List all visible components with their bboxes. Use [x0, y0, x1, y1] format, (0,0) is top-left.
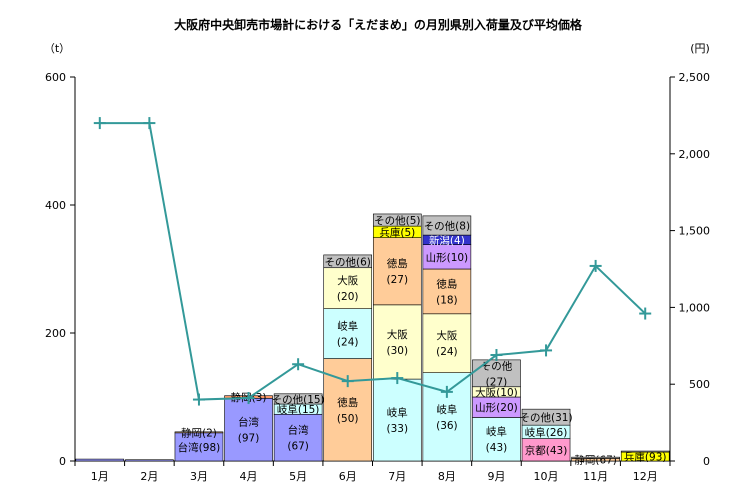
bar-segment — [273, 413, 323, 462]
bar-segment-label: (24) — [436, 346, 458, 358]
y-right-unit: (円) — [690, 42, 710, 55]
bar-segment-label: (24) — [337, 337, 359, 349]
bar-segment — [422, 268, 472, 315]
bar-segment-label: 岐阜(15) — [277, 403, 320, 416]
bar-segment-label: 大阪 — [436, 329, 457, 342]
x-tick-label: 12月 — [633, 470, 658, 483]
bar-segment-label: (20) — [337, 291, 359, 303]
bar-segment-label: (18) — [436, 294, 458, 306]
bar-segment-label: その他(15) — [272, 393, 325, 406]
y-right-tick-label: 0 — [703, 455, 710, 468]
bar-segment — [422, 244, 472, 270]
bar-segment — [323, 358, 373, 462]
bar-segment — [323, 308, 373, 359]
bar-segment-label: 岐阜(26) — [525, 426, 568, 439]
bar-segment — [472, 359, 521, 388]
bar-segment-label: 大阪 — [337, 274, 358, 287]
bar-segment-label: 静岡(67) — [574, 454, 617, 467]
bar-segment-label: 大阪(10) — [475, 386, 518, 399]
bar-segment-label: 静岡(2) — [181, 427, 217, 440]
bar-segment-label: 兵庫(5) — [379, 226, 415, 239]
bar-segment-label: (97) — [238, 433, 260, 445]
bar-segment-label: 山形(10) — [426, 252, 469, 264]
bar-segment — [174, 432, 224, 462]
bar-segment — [372, 237, 422, 306]
bar-segment-label: その他 — [481, 359, 513, 372]
bar-segment-label: 台湾 — [288, 424, 309, 437]
bar-segment — [75, 458, 125, 462]
bar-segment-label: (27) — [486, 376, 508, 388]
bar-segment-label: (36) — [436, 420, 458, 432]
bar-segment-label: 台湾(98) — [178, 441, 221, 454]
y-left-unit: （t） — [44, 42, 70, 55]
bar-segment — [422, 215, 472, 236]
bar-segment-label: 台湾 — [238, 416, 259, 429]
plot-area: 0 200 400 600 0 500 1,000 1,500 2,000 2,500 1月 2月 3月… — [45, 71, 710, 483]
bar-segment — [521, 408, 571, 426]
y-right-tick-label: 500 — [689, 378, 710, 391]
y-right-tick-label: 2,000 — [679, 148, 711, 161]
bar-segment-label: 岐阜 — [387, 406, 408, 419]
bar-segment — [571, 456, 620, 459]
bar-segment-label: 大阪 — [387, 328, 408, 341]
bar-segment — [620, 450, 670, 453]
x-tick-label: 3月 — [190, 470, 208, 483]
bar-segment — [224, 397, 273, 462]
bar-segment-label: (50) — [337, 413, 359, 425]
x-tick-label: 11月 — [583, 470, 608, 483]
y-left-tick-label: 400 — [45, 199, 66, 212]
bar-segment-label: 京都(43) — [525, 444, 568, 457]
x-tick-label: 8月 — [438, 470, 456, 483]
x-tick-label: 7月 — [388, 470, 406, 483]
bar-segment-label: 徳島 — [387, 257, 408, 270]
x-tick-label: 5月 — [289, 470, 307, 483]
bar-segment-label: その他(5) — [374, 214, 420, 227]
bar-segment — [323, 267, 373, 309]
bar-segment-label: (27) — [387, 274, 409, 286]
bar-segment-label: (67) — [287, 441, 309, 453]
y-left-tick-label: 200 — [45, 327, 66, 340]
x-tick-label: 9月 — [487, 470, 505, 483]
x-tick-label: 1月 — [91, 470, 109, 483]
price-line — [99, 122, 646, 401]
y-right-tick-label: 1,500 — [679, 225, 711, 238]
bar-segment-label: 岐阜 — [337, 320, 358, 333]
x-tick-label: 2月 — [140, 470, 158, 483]
bar-segment-label: 徳島 — [436, 277, 457, 290]
bar-segment-label: (30) — [387, 345, 409, 357]
y-right-tick-label: 2,500 — [679, 71, 711, 84]
y-left-tick-label: 600 — [45, 71, 66, 84]
bar-segment — [372, 304, 422, 380]
bar-segment — [174, 431, 224, 434]
bar-segment-label: 岐阜 — [486, 425, 507, 438]
bar-segment — [472, 417, 521, 462]
y-left-tick-label: 0 — [59, 455, 66, 468]
x-tick-label: 4月 — [240, 470, 258, 483]
bar-segment-label: その他(31) — [520, 411, 573, 424]
x-tick-label: 6月 — [339, 470, 357, 483]
x-tick-label: 10月 — [534, 470, 559, 483]
bar-segment — [372, 378, 422, 462]
bar-segment-label: 徳島 — [337, 396, 358, 409]
bar-segment-label: その他(6) — [325, 255, 371, 268]
bar-segment — [125, 459, 174, 462]
bar-segment — [323, 254, 373, 269]
y-right-tick-label: 1,000 — [679, 301, 711, 314]
bar-segment — [422, 313, 472, 373]
bar-segment — [372, 213, 422, 227]
bar-segment — [273, 393, 323, 405]
bar-segment-label: (43) — [486, 442, 508, 454]
bar-segment-label: 新潟(4) — [429, 234, 465, 247]
bar-segment-label: 兵庫(93) — [624, 451, 667, 464]
chart-title: 大阪府中央卸売市場計における「えだまめ」の月別県別入荷量及び平均価格 — [174, 17, 583, 32]
bar-segment-label: 山形(20) — [475, 402, 518, 414]
bar-segment-label: (33) — [387, 423, 409, 435]
bar-segment-label: その他(8) — [424, 219, 470, 232]
bar-segment-label: 岐阜 — [436, 403, 457, 416]
